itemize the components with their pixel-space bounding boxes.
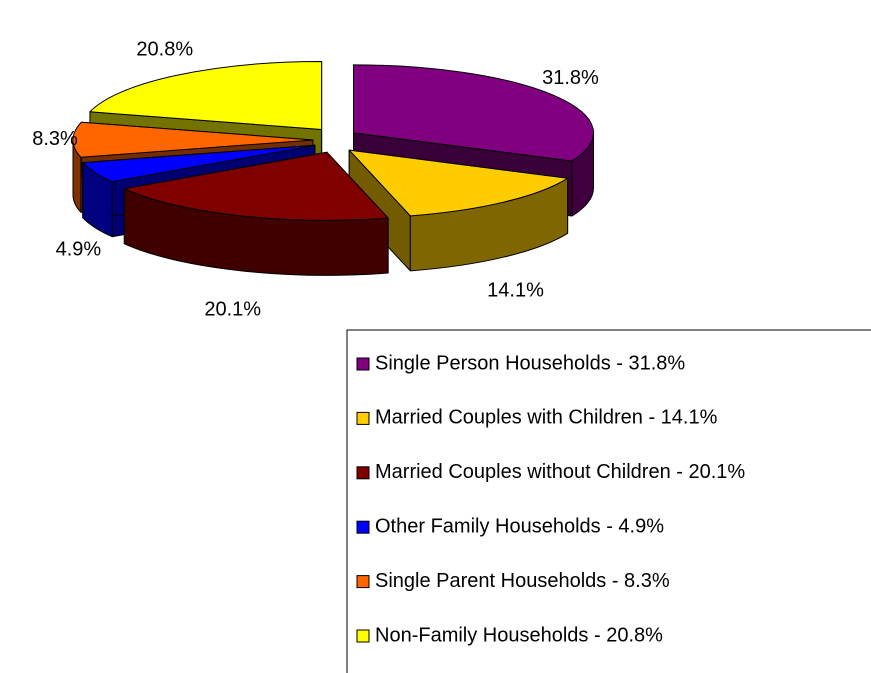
legend-swatch: [356, 466, 370, 480]
slice-top: [89, 61, 323, 131]
data-label: 8.3%: [32, 128, 78, 150]
legend-label: Single Parent Households - 8.3%: [375, 570, 670, 592]
legend-label: Single Person Households - 31.8%: [375, 352, 685, 374]
data-label: 20.8%: [136, 39, 193, 61]
legend-box: [346, 329, 871, 673]
slice-top: [82, 144, 316, 183]
legend-swatch: [356, 357, 370, 371]
data-label: 20.1%: [204, 298, 261, 320]
legend-label: Married Couples with Children - 14.1%: [375, 407, 718, 429]
legend-label: Other Family Households - 4.9%: [375, 515, 664, 537]
pie-slice: [123, 151, 389, 276]
legend-swatch: [356, 520, 370, 534]
data-label: 31.8%: [542, 67, 599, 89]
legend-label: Non-Family Households - 20.8%: [375, 624, 663, 646]
legend-swatch: [356, 411, 370, 425]
legend-swatch: [356, 629, 370, 643]
legend-swatch: [356, 575, 370, 589]
data-label: 4.9%: [56, 238, 102, 260]
data-label: 14.1%: [487, 280, 544, 302]
legend-label: Married Couples without Children - 20.1%: [375, 461, 745, 483]
slice-top: [348, 149, 569, 217]
pie-slice: [348, 149, 569, 272]
slice-top: [123, 151, 389, 221]
slice-top: [353, 64, 594, 162]
slice-top: [72, 121, 314, 158]
